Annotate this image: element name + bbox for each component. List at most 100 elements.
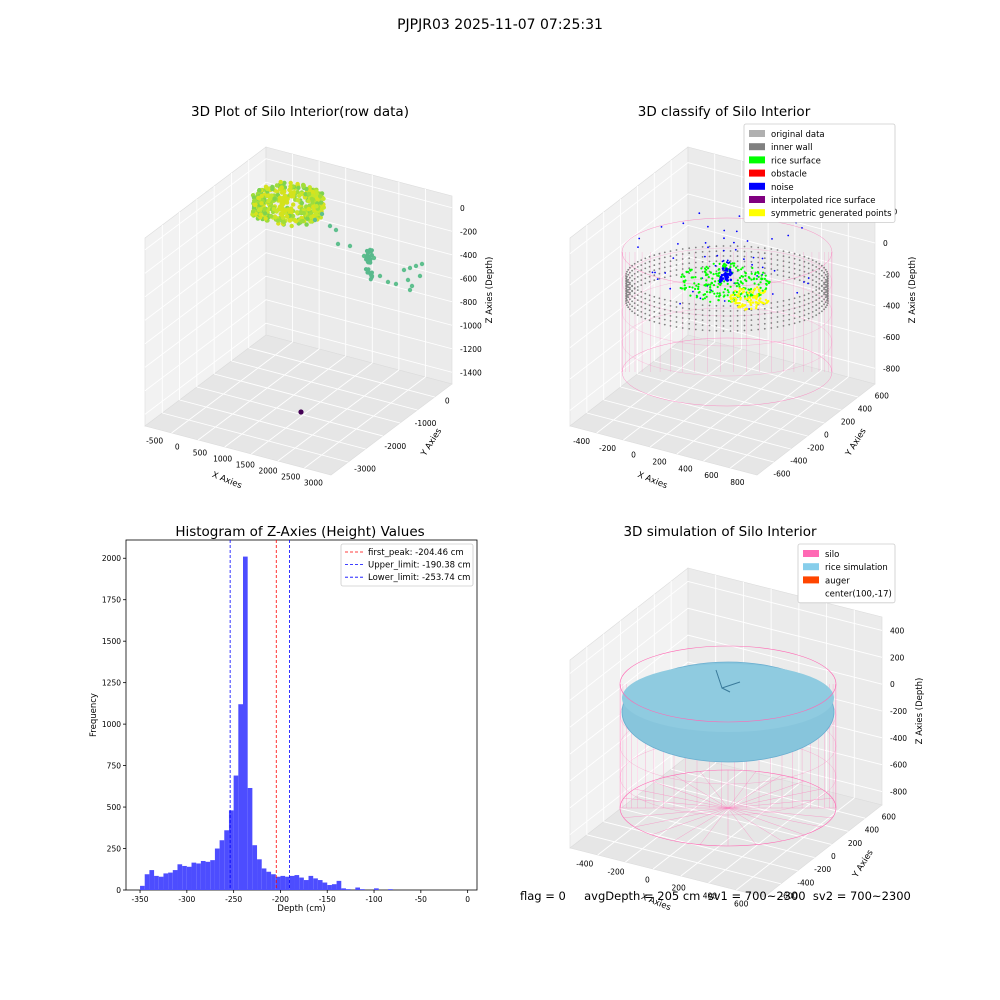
cls-rice-point	[722, 291, 725, 294]
cls-inner-wall-point	[658, 307, 661, 310]
cls-inner-wall-point	[770, 317, 773, 319]
raw-point	[319, 211, 325, 217]
cls-inner-wall-point	[681, 302, 684, 304]
hist-bar	[224, 830, 229, 890]
sim-zlabel: Z Axies (Depth)	[915, 678, 925, 745]
cls-ztick: -600	[883, 333, 900, 342]
raw-point	[368, 271, 373, 276]
cls-inner-wall-point	[653, 295, 656, 298]
cls-inner-wall-point	[798, 305, 801, 308]
hist-legend-label: Lower_limit: -253.74 cm	[368, 573, 470, 583]
sim-ztick: 200	[890, 653, 905, 662]
cls-grid	[569, 193, 876, 286]
raw-point	[296, 185, 301, 190]
sim-xtick: 400	[703, 891, 718, 900]
raw-point	[315, 196, 320, 201]
cls-inner-wall-point	[688, 267, 691, 270]
cls-noise-point	[807, 277, 810, 279]
cls-inner-wall-point	[715, 260, 718, 263]
cls-inner-wall-point	[688, 312, 691, 315]
cls-rice-point	[765, 279, 768, 282]
cls-inner-wall-point	[824, 293, 827, 296]
cls-inner-wall-point	[798, 254, 801, 257]
raw-point	[364, 248, 370, 254]
cls-inner-wall-point	[663, 318, 666, 321]
raw-point	[281, 220, 287, 225]
cls-inner-wall-point	[629, 276, 631, 279]
cls-inner-wall-point	[644, 262, 647, 265]
sim-silo-mesh	[651, 780, 729, 809]
cls-inner-wall-point	[821, 284, 823, 287]
raw-xtick: 1500	[236, 460, 255, 469]
sim-grid	[637, 794, 832, 845]
cls-inner-wall-point	[636, 289, 639, 291]
cls-inner-wall-point	[626, 275, 628, 278]
cls-symmetric-point	[735, 294, 738, 297]
sim-silo-mesh	[699, 771, 729, 809]
cls-inner-wall-point	[743, 250, 746, 253]
cls-rice-point	[708, 291, 711, 294]
cls-inner-wall-point	[627, 273, 630, 276]
cls-inner-wall-point	[640, 264, 643, 266]
cls-inner-wall-point	[776, 274, 779, 276]
cls-inner-wall-point	[708, 304, 711, 307]
hist-bar	[355, 887, 360, 890]
cls-symmetric-point	[750, 307, 753, 310]
cls-inner-wall-point	[681, 317, 684, 319]
cls-inner-wall-point	[743, 260, 746, 263]
cls-symmetric-point	[742, 287, 745, 291]
cls-inner-wall-point	[770, 327, 773, 329]
cls-rice-point	[684, 286, 688, 289]
cls-noise-point	[761, 266, 764, 269]
raw-point	[333, 227, 339, 233]
cls-inner-wall-point	[776, 326, 779, 328]
cls-inner-wall-point	[807, 317, 810, 320]
sim-grid	[569, 607, 883, 701]
cls-inner-wall-point	[815, 266, 818, 268]
cls-ytick: 200	[841, 418, 856, 427]
sim-ytick: -200	[814, 865, 831, 874]
cls-noise-point	[704, 255, 706, 258]
sim-grid	[569, 580, 883, 674]
cls-inner-wall-point	[625, 298, 628, 300]
cls-inner-wall-point	[722, 330, 725, 332]
cls-inner-wall-point	[736, 319, 739, 322]
cls-inner-wall-point	[803, 260, 806, 263]
raw-ztick: -600	[460, 274, 477, 283]
raw-point	[282, 180, 287, 186]
sim-xtick: -200	[608, 868, 625, 877]
cls-rice-point	[758, 294, 761, 297]
sim-silo-mesh	[727, 771, 757, 809]
cls-inner-wall-point	[776, 321, 779, 323]
cls-inner-wall-point	[793, 272, 796, 275]
cls-noise-point	[723, 237, 725, 240]
hist-bar	[210, 860, 215, 890]
hist-xtick-label: -50	[415, 895, 427, 904]
raw-point	[277, 195, 283, 200]
raw-point	[280, 205, 285, 211]
cls-symmetric-point	[762, 302, 766, 305]
cls-inner-wall-point	[798, 320, 801, 323]
cls-inner-wall-point	[750, 251, 753, 253]
raw-ylabel: Y Axies	[419, 426, 445, 459]
hist-bar	[196, 863, 201, 890]
cls-rice-point	[705, 295, 708, 298]
hist-bar	[388, 889, 393, 890]
cls-noise-point	[726, 274, 729, 278]
cls-legend-swatch	[749, 196, 765, 203]
hist-bar	[186, 866, 192, 890]
raw-point	[262, 207, 267, 212]
cls-rice-point	[718, 262, 721, 265]
cls-inner-wall-point	[770, 273, 773, 275]
cls-rice-point	[705, 290, 709, 293]
sim-ztick: -800	[890, 788, 907, 797]
raw-point	[301, 211, 306, 216]
cls-inner-wall-point	[625, 300, 627, 302]
cls-rice-point	[703, 284, 706, 287]
cls-rice-point	[703, 270, 707, 273]
cls-rice-point	[711, 277, 714, 280]
cls-symmetric-point	[755, 304, 758, 307]
cls-rice-point	[751, 266, 754, 270]
raw-point	[419, 261, 425, 267]
cls-symmetric-point	[767, 299, 770, 303]
